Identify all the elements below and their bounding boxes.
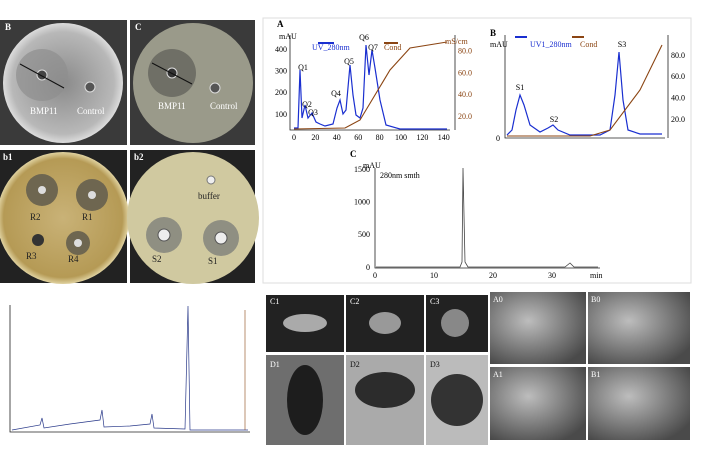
sem-panels bbox=[266, 292, 690, 445]
axis-unit: mAU bbox=[363, 161, 381, 170]
y2-tick-label: 40.0 bbox=[458, 90, 472, 99]
sem-label: D1 bbox=[270, 360, 280, 369]
legend-label: UV_280nm bbox=[312, 43, 351, 52]
y2-tick-label: 80.0 bbox=[671, 51, 685, 60]
y-tick-label: 100 bbox=[275, 110, 287, 119]
panel-label: C bbox=[135, 22, 142, 32]
photo-b1 bbox=[0, 150, 129, 284]
peak-label: S3 bbox=[618, 40, 626, 49]
y-tick-label: 1500 bbox=[354, 165, 370, 174]
x-tick-label: 120 bbox=[416, 133, 428, 142]
sem-label: A1 bbox=[493, 370, 503, 379]
peak-label: S1 bbox=[516, 83, 524, 92]
peak-label: Q2 bbox=[302, 100, 312, 109]
well-label: BMP11 bbox=[30, 106, 58, 116]
peak-label: Q1 bbox=[298, 63, 308, 72]
sem-label: C1 bbox=[270, 297, 279, 306]
peak-label: Q6 bbox=[359, 33, 369, 42]
y-tick-label: 1000 bbox=[354, 198, 370, 207]
x-tick-label: 30 bbox=[548, 271, 556, 280]
sem-label: C3 bbox=[430, 297, 439, 306]
y-tick-label: 400 bbox=[275, 45, 287, 54]
well-label: R1 bbox=[82, 212, 93, 222]
sem-label: B1 bbox=[591, 370, 600, 379]
photo-b bbox=[0, 20, 127, 145]
y2-tick-label: 80.0 bbox=[458, 47, 472, 56]
photo-b2 bbox=[127, 150, 259, 284]
panel-label: b2 bbox=[134, 152, 144, 162]
peak-label: S2 bbox=[550, 115, 558, 124]
x-tick-label: 60 bbox=[354, 133, 362, 142]
well-label: Control bbox=[210, 101, 238, 111]
panel-label: b1 bbox=[3, 152, 13, 162]
chromatogram-a bbox=[289, 35, 456, 131]
peak-label: Q4 bbox=[331, 89, 341, 98]
x-tick-label: 0 bbox=[373, 271, 377, 280]
panel-label: C bbox=[350, 149, 357, 159]
well-label: S1 bbox=[208, 256, 218, 266]
axis-unit: mAU bbox=[490, 40, 508, 49]
axis-unit: mS/cm bbox=[445, 37, 468, 46]
sem-label: D2 bbox=[350, 360, 360, 369]
chromatogram-b bbox=[504, 35, 669, 139]
well-label: R4 bbox=[68, 254, 79, 264]
x-tick-label: 40 bbox=[333, 133, 341, 142]
y2-tick-label: 40.0 bbox=[671, 94, 685, 103]
y-tick-label: 0 bbox=[366, 263, 370, 272]
legend-label: Cond bbox=[580, 40, 597, 49]
x-tick-label: 20 bbox=[489, 271, 497, 280]
x-tick-label: 20 bbox=[311, 133, 319, 142]
y-tick-label: 200 bbox=[275, 88, 287, 97]
y2-tick-label: 60.0 bbox=[671, 72, 685, 81]
axis-unit: mAU bbox=[279, 32, 297, 41]
panel-label: A bbox=[277, 19, 284, 29]
well-label: R2 bbox=[30, 212, 41, 222]
well-label: S2 bbox=[152, 254, 162, 264]
legend-label: UV1_280nm bbox=[530, 40, 573, 49]
y2-tick-label: 20.0 bbox=[671, 115, 685, 124]
x-tick-label: 100 bbox=[395, 133, 407, 142]
y2-tick-label: 20.0 bbox=[458, 112, 472, 121]
panel-label: B bbox=[5, 22, 11, 32]
legend-label: Cond bbox=[384, 43, 401, 52]
axis-unit: min bbox=[590, 271, 602, 280]
photo-c bbox=[130, 20, 255, 145]
trace-label: 280nm smth bbox=[380, 171, 420, 180]
peak-label: Q3 bbox=[308, 108, 318, 117]
sem-label: C2 bbox=[350, 297, 359, 306]
y-tick-label: 0 bbox=[496, 134, 500, 143]
y2-tick-label: 60.0 bbox=[458, 68, 472, 77]
panel-label: B bbox=[490, 28, 496, 38]
x-tick-label: 10 bbox=[430, 271, 438, 280]
sem-label: A0 bbox=[493, 295, 503, 304]
mass-spectrum bbox=[9, 305, 250, 433]
well-label: BMP11 bbox=[158, 101, 186, 111]
y-tick-label: 500 bbox=[358, 230, 370, 239]
x-tick-label: 0 bbox=[292, 133, 296, 142]
well-label: R3 bbox=[26, 251, 37, 261]
sem-label: B0 bbox=[591, 295, 600, 304]
x-tick-label: 140 bbox=[438, 133, 450, 142]
x-tick-label: 80 bbox=[376, 133, 384, 142]
y-tick-label: 300 bbox=[275, 67, 287, 76]
chromatogram-c bbox=[374, 167, 600, 269]
sem-label: D3 bbox=[430, 360, 440, 369]
chromatogram-frame bbox=[262, 17, 692, 284]
well-label: Control bbox=[77, 106, 105, 116]
peak-label: Q7 bbox=[368, 43, 378, 52]
peak-label: Q5 bbox=[344, 57, 354, 66]
well-label: buffer bbox=[198, 191, 220, 201]
